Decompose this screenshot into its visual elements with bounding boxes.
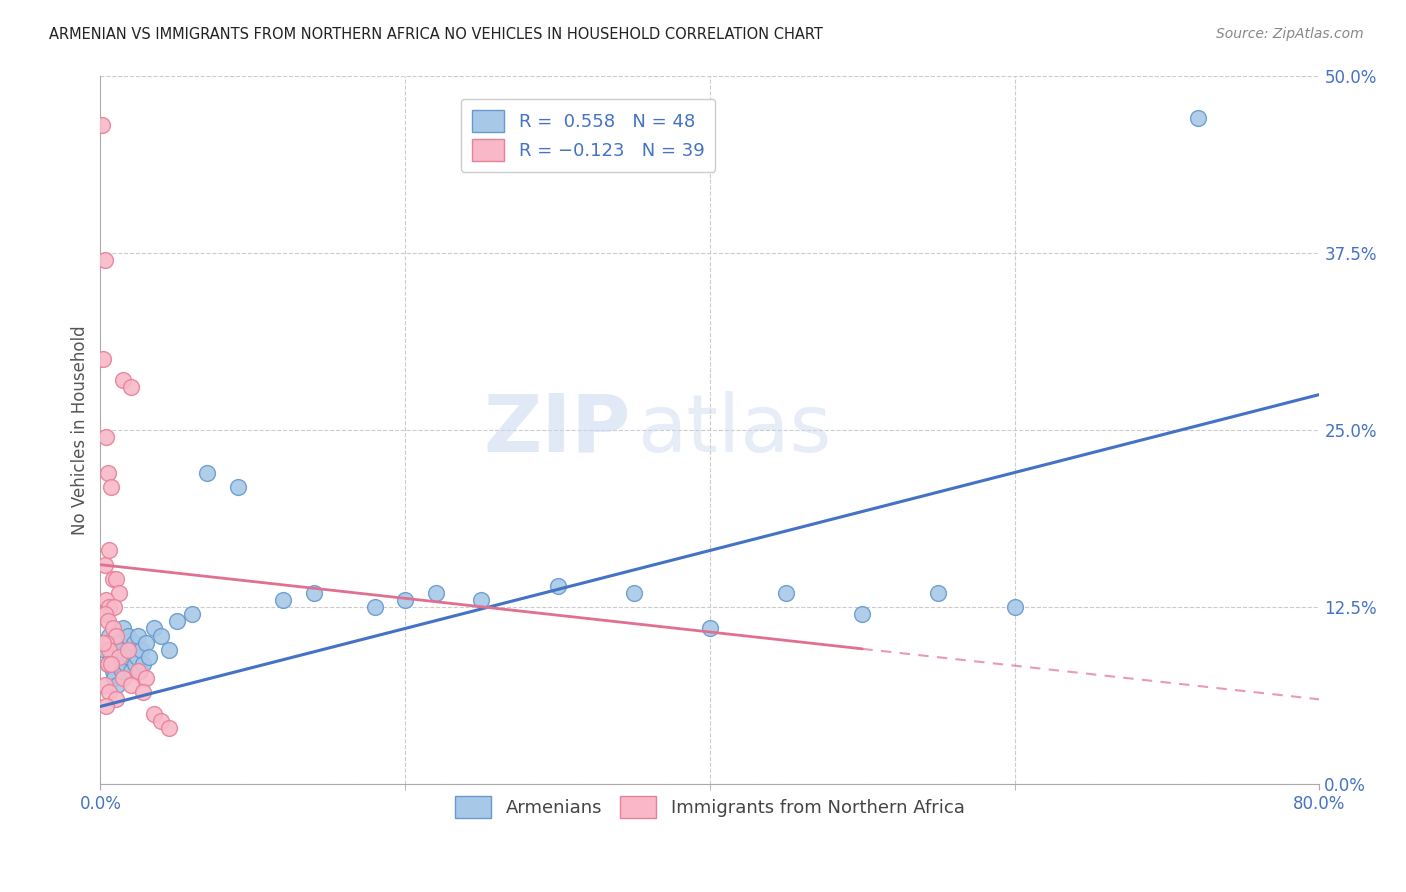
Point [94,642,117,657]
Point [142,706,165,721]
Point [927,586,949,600]
Point [132,657,155,671]
Point [98,543,121,558]
Point [129,664,152,678]
Point [166,615,188,629]
Point [120,664,142,678]
Point [157,642,180,657]
Point [302,586,325,600]
Point [93,352,115,367]
Point [111,664,134,678]
Point [100,480,122,494]
Point [775,586,797,600]
Point [150,629,173,643]
Point [98,600,121,615]
Point [131,642,153,657]
Point [363,600,385,615]
Point [195,466,218,480]
Point [90,118,112,132]
Point [96,430,118,444]
Point [470,593,492,607]
Point [125,649,148,664]
Point [271,593,294,607]
Point [107,586,129,600]
Point [98,629,121,643]
Point [101,572,124,586]
Point [127,664,149,678]
Point [394,593,416,607]
Text: ARMENIAN VS IMMIGRANTS FROM NORTHERN AFRICA NO VEHICLES IN HOUSEHOLD CORRELATION: ARMENIAN VS IMMIGRANTS FROM NORTHERN AFR… [49,27,823,42]
Text: Source: ZipAtlas.com: Source: ZipAtlas.com [1216,27,1364,41]
Point [623,586,645,600]
Point [104,629,127,643]
Point [97,466,120,480]
Point [104,572,127,586]
Text: ZIP: ZIP [484,391,631,469]
Point [112,622,135,636]
Point [135,671,157,685]
Point [1187,111,1209,125]
Point [135,635,157,649]
Point [547,579,569,593]
Point [120,678,142,692]
Point [107,649,129,664]
Point [94,678,117,692]
Point [103,671,125,685]
Text: atlas: atlas [637,391,831,469]
Point [180,607,202,622]
Point [104,692,127,706]
Point [226,480,249,494]
Point [117,629,139,643]
Point [117,642,139,657]
Point [121,642,143,657]
Point [96,635,118,649]
Point [98,642,121,657]
Point [96,593,118,607]
Point [103,600,125,615]
Point [142,622,165,636]
Point [96,699,118,714]
Y-axis label: No Vehicles in Household: No Vehicles in Household [72,326,89,535]
Point [118,649,141,664]
Point [104,657,127,671]
Point [97,657,120,671]
Point [94,558,117,572]
Point [112,671,135,685]
Point [138,649,160,664]
Point [120,380,142,394]
Point [93,635,115,649]
Point [127,629,149,643]
Point [108,642,131,657]
Point [150,714,173,728]
Point [94,607,117,622]
Point [132,685,155,699]
Point [124,657,146,671]
Point [157,721,180,735]
Point [97,615,120,629]
Point [115,657,138,671]
Point [101,664,124,678]
Point [98,685,121,699]
Point [122,635,145,649]
Point [107,635,129,649]
Point [101,622,124,636]
Point [112,373,135,387]
Point [100,657,122,671]
Point [94,252,117,267]
Point [851,607,873,622]
Point [425,586,447,600]
Legend: Armenians, Immigrants from Northern Africa: Armenians, Immigrants from Northern Afri… [449,789,972,825]
Point [114,649,136,664]
Point [100,649,122,664]
Point [1004,600,1026,615]
Point [699,622,721,636]
Point [105,678,128,692]
Point [97,657,120,671]
